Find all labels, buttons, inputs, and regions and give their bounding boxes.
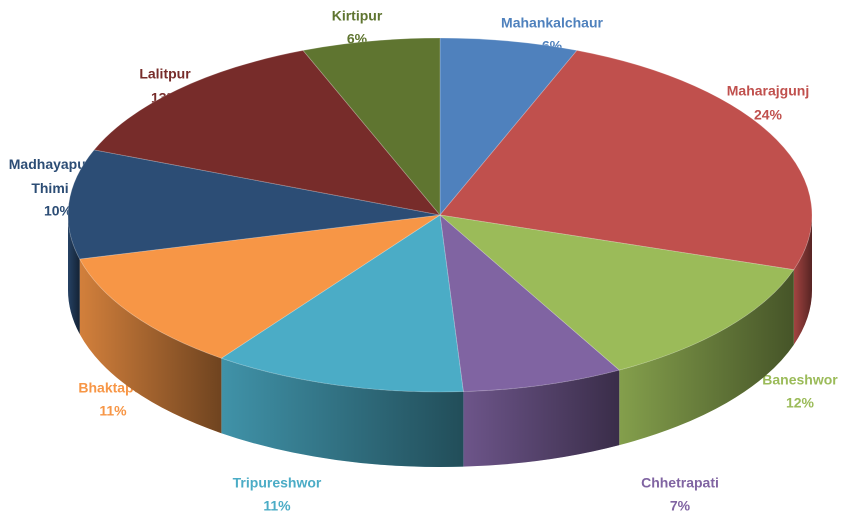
slice (93, 49, 442, 216)
side-shade (221, 358, 464, 467)
slice-label: Baneshwor (762, 372, 838, 388)
slice (79, 214, 441, 359)
slice (439, 214, 621, 393)
side-shade (79, 259, 222, 434)
slice-label: Maharajgunj (727, 83, 809, 99)
slice-percent: 11% (99, 403, 127, 419)
side-shade (619, 269, 794, 446)
side-shade (68, 215, 80, 335)
slice (439, 49, 813, 271)
slice-label: Tripureshwor (233, 475, 322, 491)
slice-label: Lalitpur (139, 66, 191, 82)
side-shade (463, 370, 620, 467)
slice-label: Mahankalchaur (501, 15, 603, 31)
slice (439, 37, 578, 217)
slice-label: Kirtipur (332, 8, 383, 24)
slice (438, 214, 795, 371)
slice-percent: 24% (754, 107, 783, 123)
slice-percent: 7% (670, 498, 691, 514)
slice-label: Chhetrapati (641, 475, 719, 491)
slice-label: Madhayapur Thimi (9, 156, 92, 196)
slice-percent: 11% (263, 498, 291, 514)
slice (67, 149, 441, 260)
slice (302, 37, 441, 217)
slice (220, 214, 464, 393)
slice-percent: 10% (44, 203, 73, 219)
side-shade (793, 215, 812, 345)
slice-percent: 12% (786, 395, 815, 411)
